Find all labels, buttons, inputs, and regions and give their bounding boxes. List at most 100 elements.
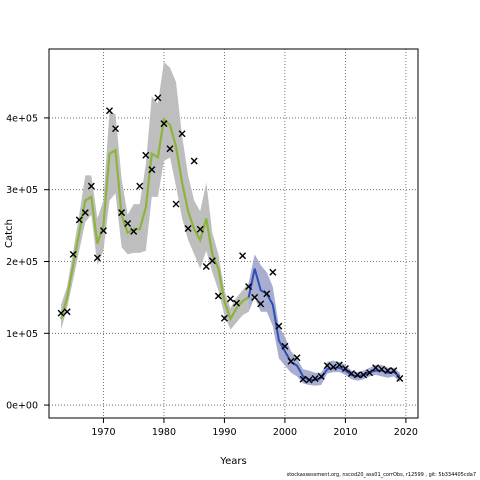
observed-point [360, 371, 368, 379]
footer-caption: stockassessment.org, nscod20_ass01_corrO… [286, 472, 476, 478]
ci-band-early [61, 61, 249, 330]
observed-point [293, 354, 301, 362]
observed-point [142, 151, 150, 159]
observed-point-stroke [341, 364, 349, 372]
observed-point-stroke [57, 309, 65, 317]
observed-point-stroke [226, 295, 234, 303]
x-tick-label: 1970 [91, 427, 115, 438]
observed-point [299, 375, 307, 383]
observed-point-stroke [372, 364, 380, 372]
observed-point-stroke [269, 268, 277, 276]
observed-point [202, 263, 210, 271]
observed-point [93, 254, 101, 262]
observed-point-stroke [75, 216, 83, 224]
observed-point-stroke [366, 369, 374, 377]
observed-point [335, 361, 343, 369]
observed-point-stroke [354, 371, 362, 379]
observed-point-stroke [287, 357, 295, 365]
observed-point-stroke [136, 182, 144, 190]
observed-point-stroke [347, 369, 355, 377]
observed-point [226, 295, 234, 303]
observed-point-stroke [384, 367, 392, 375]
observed-point-stroke [251, 293, 259, 301]
observed-point [69, 250, 77, 258]
y-axis: 0e+00 1e+05 2e+05 3e+05 4e+05 [6, 113, 49, 412]
observed-point [118, 209, 126, 217]
observed-point-stroke [311, 375, 319, 383]
observed-point-stroke [87, 182, 95, 190]
observed-point [196, 225, 204, 233]
observed-point-stroke [275, 322, 283, 330]
observed-point [311, 375, 319, 383]
observed-point-stroke [190, 157, 198, 165]
observed-points [57, 94, 404, 384]
observed-point [57, 309, 65, 317]
observed-point-stroke [329, 363, 337, 371]
observed-point-stroke [293, 354, 301, 362]
observed-point [366, 369, 374, 377]
observed-point-stroke [281, 342, 289, 350]
observed-point [275, 322, 283, 330]
observed-point [281, 342, 289, 350]
confidence-band [61, 61, 400, 386]
observed-point [396, 375, 404, 383]
x-tick-label: 1980 [152, 427, 176, 438]
observed-point-stroke [154, 94, 162, 102]
observed-point-stroke [196, 225, 204, 233]
observed-point [305, 376, 313, 384]
observed-point [269, 268, 277, 276]
observed-point [136, 182, 144, 190]
observed-point [341, 364, 349, 372]
observed-point [239, 252, 247, 260]
observed-point-stroke [317, 372, 325, 380]
observed-point [372, 364, 380, 372]
y-tick-label: 0e+00 [6, 401, 38, 412]
observed-point [172, 200, 180, 208]
observed-point-stroke [299, 375, 307, 383]
observed-point-stroke [208, 257, 216, 265]
plot-frame [48, 48, 419, 419]
observed-point [384, 367, 392, 375]
observed-point [124, 219, 132, 227]
observed-point-stroke [130, 227, 138, 235]
observed-point [105, 107, 113, 115]
observed-point [390, 367, 398, 375]
observed-point [184, 224, 192, 232]
observed-point [329, 363, 337, 371]
observed-point-stroke [305, 376, 313, 384]
estimate-line-early [60, 117, 250, 322]
x-tick-label: 1990 [212, 427, 236, 438]
observed-point-stroke [214, 292, 222, 300]
observed-point-stroke [105, 107, 113, 115]
observed-point [323, 362, 331, 370]
observed-point [75, 216, 83, 224]
observed-point [166, 145, 174, 153]
y-axis-title: Catch [4, 219, 15, 248]
observed-point [178, 130, 186, 138]
observed-point-stroke [245, 283, 253, 291]
observed-point [347, 369, 355, 377]
observed-point [81, 209, 89, 217]
x-tick-label: 2000 [273, 427, 297, 438]
observed-point-stroke [148, 166, 156, 174]
observed-point-stroke [172, 200, 180, 208]
observed-point-stroke [396, 375, 404, 383]
y-tick-label: 1e+05 [6, 329, 38, 340]
observed-point [112, 125, 120, 133]
observed-point-stroke [184, 224, 192, 232]
x-axis: 1970 1980 1990 2000 2010 2020 [91, 418, 418, 438]
observed-point [354, 371, 362, 379]
observed-point-stroke [99, 227, 107, 235]
observed-point-stroke [178, 130, 186, 138]
observed-point [263, 290, 271, 298]
observed-point [317, 372, 325, 380]
observed-point-stroke [202, 263, 210, 271]
observed-point [245, 283, 253, 291]
observed-point [251, 293, 259, 301]
observed-point [63, 308, 71, 316]
observed-point-stroke [323, 362, 331, 370]
observed-point-stroke [93, 254, 101, 262]
observed-point [208, 257, 216, 265]
observed-point [214, 292, 222, 300]
